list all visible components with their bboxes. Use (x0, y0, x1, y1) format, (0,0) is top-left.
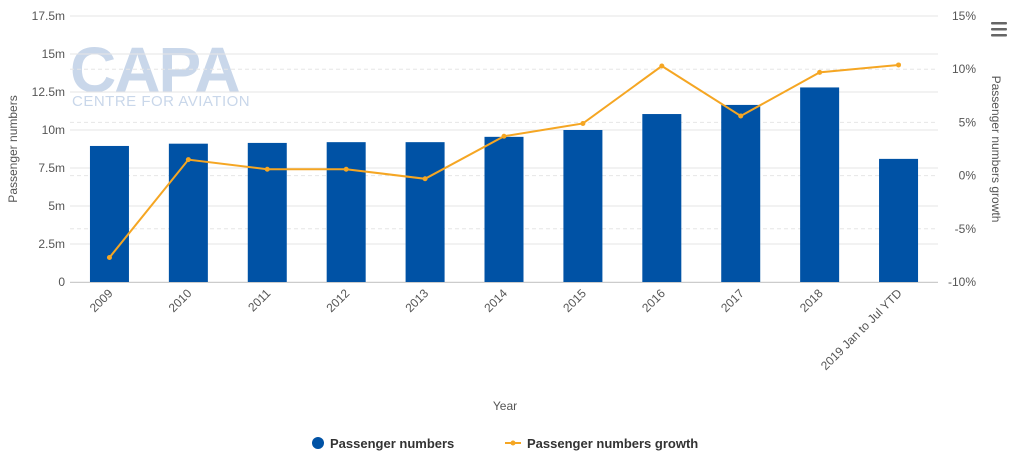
growth-point[interactable] (896, 62, 902, 68)
legend-label-passenger-numbers: Passenger numbers (330, 436, 454, 451)
x-axis-tick-label: 2013 (402, 286, 431, 315)
right-axis-tick-label: -10% (948, 275, 976, 289)
bar[interactable] (642, 114, 682, 282)
x-axis-ticks: 2009 2010 2011 2012 2013 2014 2015 2016 2017 2018… (87, 286, 905, 373)
right-axis-tick-label: 0% (959, 169, 977, 183)
bar[interactable] (563, 130, 603, 282)
left-axis-tick-label: 7.5m (38, 161, 65, 175)
growth-point[interactable] (422, 176, 428, 182)
bar[interactable] (247, 142, 287, 282)
bar[interactable] (405, 142, 445, 282)
x-axis-tick-label: 2016 (639, 286, 668, 315)
growth-point[interactable] (264, 166, 270, 172)
x-axis-tick-label: 2011 (245, 286, 273, 314)
legend-bar-swatch (312, 437, 324, 449)
left-axis-ticks: 0 2.5m 5m 7.5m 10m 12.5m 15m 17.5m (32, 9, 66, 289)
right-axis-ticks: -10% -5% 0% 5% 10% 15% (948, 9, 976, 289)
bar-series (89, 87, 919, 282)
legend-item-passenger-numbers-growth[interactable]: Passenger numbers growth (505, 436, 698, 451)
watermark-title: CAPA (70, 34, 239, 106)
hamburger-menu-icon[interactable] (986, 20, 1012, 42)
bar[interactable] (879, 158, 919, 282)
x-axis-tick-label: 2017 (718, 286, 747, 315)
growth-point[interactable] (106, 255, 112, 261)
watermark-subtitle: CENTRE FOR AVIATION (72, 93, 250, 110)
line-series (106, 62, 902, 261)
growth-point[interactable] (501, 133, 507, 139)
bar[interactable] (89, 145, 129, 282)
x-axis-tick-label: 2010 (166, 286, 195, 315)
growth-point[interactable] (185, 157, 191, 163)
x-axis-tick-label: 2015 (560, 286, 589, 315)
x-axis-tick-label: 2018 (797, 286, 826, 315)
left-axis-tick-label: 15m (42, 47, 65, 61)
right-axis-title: Passenger numbers growth (989, 76, 1003, 223)
capa-watermark-logo: CAPA CENTRE FOR AVIATION (70, 34, 250, 110)
bar[interactable] (484, 136, 524, 282)
left-axis-tick-label: 2.5m (38, 237, 65, 251)
x-axis-tick-label: 2012 (324, 286, 353, 315)
growth-point[interactable] (817, 69, 823, 75)
left-axis-tick-label: 12.5m (32, 85, 65, 99)
bar[interactable] (721, 104, 761, 282)
right-axis-tick-label: 5% (959, 115, 977, 129)
left-axis-title: Passenger numbers (6, 95, 20, 202)
right-axis-tick-label: 10% (952, 62, 976, 76)
growth-point[interactable] (580, 120, 586, 126)
right-axis-tick-label: -5% (955, 222, 977, 236)
x-axis-tick-label: 2019 Jan to Jul YTD (818, 286, 905, 373)
legend-label-passenger-numbers-growth: Passenger numbers growth (527, 436, 698, 451)
growth-point[interactable] (343, 166, 349, 172)
legend: Passenger numbers Passenger numbers grow… (312, 436, 698, 451)
left-axis-tick-label: 0 (58, 275, 65, 289)
x-axis-tick-label: 2014 (481, 286, 510, 315)
right-axis-tick-label: 15% (952, 9, 976, 23)
x-axis-tick-label: 2009 (87, 286, 116, 315)
growth-point[interactable] (738, 113, 744, 119)
left-axis-tick-label: 17.5m (32, 9, 65, 23)
x-axis-title: Year (493, 399, 517, 413)
growth-point[interactable] (659, 63, 665, 69)
bar[interactable] (168, 143, 208, 282)
bar[interactable] (800, 87, 840, 282)
legend-line-marker (510, 440, 516, 446)
left-axis-tick-label: 10m (42, 123, 65, 137)
legend-item-passenger-numbers[interactable]: Passenger numbers (312, 436, 454, 451)
left-axis-tick-label: 5m (48, 199, 65, 213)
bar[interactable] (326, 142, 366, 282)
